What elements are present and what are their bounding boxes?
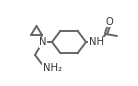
Text: O: O (105, 17, 113, 26)
Text: NH₂: NH₂ (43, 63, 62, 73)
Text: NH: NH (88, 37, 104, 47)
Text: N: N (39, 37, 47, 47)
